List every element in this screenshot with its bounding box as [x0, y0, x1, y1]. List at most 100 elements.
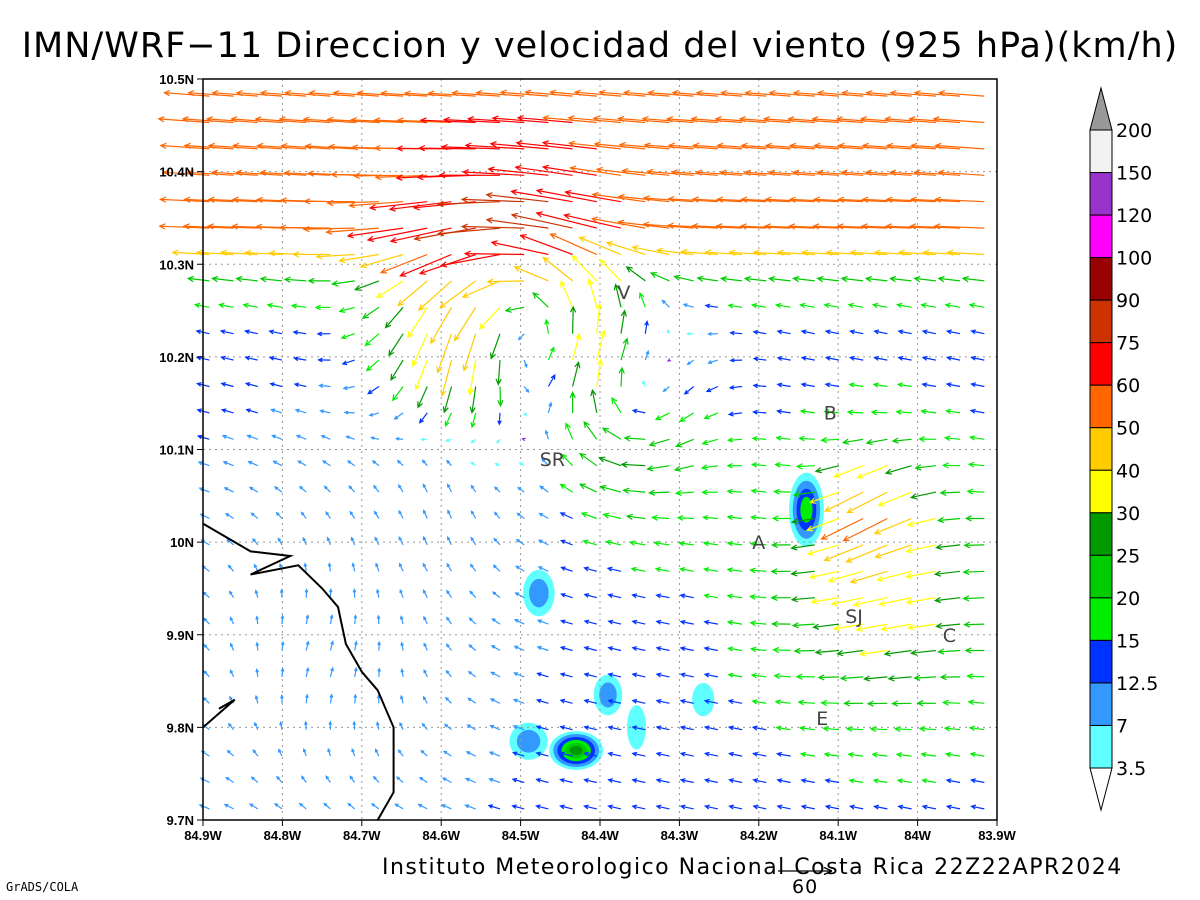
- wind-arrow: [895, 409, 912, 415]
- wind-arrow: [680, 248, 718, 256]
- wind-arrow: [932, 116, 985, 124]
- wind-arrow: [630, 566, 646, 572]
- wind-arrow: [679, 646, 694, 652]
- colorbar-level-label: 3.5: [1116, 758, 1146, 780]
- wind-arrow: [394, 803, 404, 810]
- wind-arrow: [703, 567, 719, 573]
- wind-arrow: [354, 666, 358, 678]
- wind-arrow: [790, 544, 815, 551]
- wind-arrow: [840, 169, 888, 176]
- wind-arrow: [183, 142, 234, 150]
- wind-arrow: [293, 382, 307, 388]
- colorbar-level-label: 90: [1116, 290, 1140, 312]
- wind-arrow: [675, 438, 694, 448]
- wind-arrow: [631, 619, 646, 625]
- wind-arrow: [937, 89, 985, 97]
- wind-arrow: [563, 213, 622, 229]
- wind-arrow: [572, 332, 582, 361]
- wind-arrow: [384, 306, 404, 329]
- wind-arrow: [370, 802, 380, 810]
- wind-arrow: [644, 320, 649, 334]
- wind-arrow: [565, 422, 574, 440]
- wind-arrow: [399, 615, 404, 625]
- wind-arrow: [935, 622, 961, 630]
- wind-arrow: [703, 778, 719, 784]
- wind-arrow: [342, 385, 355, 391]
- wind-arrow: [301, 775, 307, 783]
- wind-arrow: [674, 489, 694, 497]
- colorbar-level-label: 20: [1116, 588, 1140, 610]
- wind-arrow: [613, 283, 622, 308]
- wind-arrow: [835, 116, 888, 124]
- wind-arrow: [655, 619, 670, 625]
- wind-arrow: [935, 543, 961, 551]
- wind-arrow: [559, 672, 573, 678]
- wind-arrow: [705, 385, 719, 393]
- wind-arrow: [316, 331, 331, 337]
- wind-arrow: [523, 386, 530, 393]
- wind-arrow: [462, 333, 477, 372]
- wind-arrow: [374, 173, 428, 181]
- wind-arrow: [744, 89, 791, 97]
- wind-arrow: [395, 776, 404, 783]
- wind-vectors: [157, 89, 985, 810]
- wind-arrow: [464, 777, 476, 784]
- wind-arrow: [921, 804, 937, 810]
- wind-arrow: [943, 435, 961, 442]
- wind-arrow: [914, 464, 936, 471]
- wind-arrow: [377, 640, 381, 651]
- wind-arrow: [326, 536, 331, 546]
- wind-arrow: [962, 568, 985, 576]
- wind-arrow: [280, 614, 285, 625]
- colorbar-level-label: 120: [1116, 205, 1152, 227]
- wind-arrow: [646, 465, 670, 472]
- wind-arrow: [583, 593, 597, 599]
- wind-arrow: [751, 699, 767, 705]
- wind-arrow: [559, 512, 573, 520]
- wind-arrow: [280, 640, 285, 651]
- colorbar-segment: [1089, 724, 1113, 769]
- wind-arrow: [269, 408, 283, 414]
- wind-arrow: [253, 563, 259, 572]
- wind-arrow: [631, 804, 646, 810]
- wind-arrow: [823, 752, 840, 758]
- latitude-axis: 9.7N 9.8N 9.9N 10N 10.1N 10.2N 10.3N 10.4N 10.5N: [159, 72, 203, 828]
- wind-arrow: [436, 333, 453, 374]
- wind-arrow: [451, 90, 501, 97]
- wind-arrow: [823, 409, 840, 415]
- wind-arrow: [254, 589, 259, 598]
- colorbar-segment: [1089, 172, 1113, 216]
- wind-arrow: [460, 223, 525, 230]
- wind-arrow: [353, 693, 358, 704]
- wind-arrow: [790, 596, 815, 603]
- wind-arrow: [790, 570, 815, 577]
- wind-arrow: [791, 622, 815, 629]
- wind-arrow: [379, 90, 428, 97]
- wind-arrow: [806, 544, 840, 556]
- wind-arrow: [246, 434, 259, 440]
- wind-arrow: [398, 509, 404, 519]
- wind-arrow: [475, 89, 525, 97]
- wind-arrow: [767, 169, 815, 176]
- wind-arrow: [655, 751, 670, 757]
- wind-arrow: [601, 427, 622, 440]
- wind-arrow: [909, 649, 936, 656]
- wind-arrow: [800, 355, 815, 361]
- wind-arrow: [599, 484, 622, 493]
- wind-arrow: [776, 804, 791, 810]
- wind-arrow: [644, 350, 650, 361]
- wind-arrow: [823, 491, 864, 512]
- wind-arrow: [186, 169, 234, 176]
- wind-arrow: [469, 386, 477, 414]
- wind-arrow: [776, 329, 791, 335]
- wind-arrow: [252, 537, 259, 546]
- wind-arrow: [726, 437, 743, 443]
- wind-arrow: [396, 117, 452, 124]
- wind-arrow: [470, 438, 477, 444]
- colorbar-level-label: 200: [1116, 120, 1152, 142]
- wind-arrow: [631, 725, 646, 731]
- wind-arrow: [872, 778, 888, 784]
- wind-arrow: [743, 169, 791, 176]
- wind-arrow: [964, 515, 985, 522]
- wind-arrow: [583, 778, 597, 784]
